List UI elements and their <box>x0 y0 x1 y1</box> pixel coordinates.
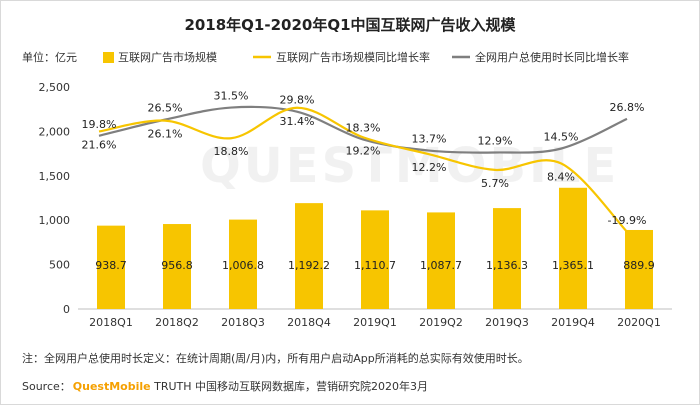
time-growth-label: 26.8% <box>610 101 645 114</box>
bar <box>427 212 455 309</box>
x-tick-label: 2018Q1 <box>89 316 133 329</box>
x-tick-label: 2019Q2 <box>419 316 463 329</box>
time-growth-label: 29.8% <box>280 94 315 107</box>
bar-value-label: 889.9 <box>623 259 655 272</box>
chart-title: 2018年Q1-2020年Q1中国互联网广告收入规模 <box>184 16 516 34</box>
time-growth-label: 14.5% <box>544 131 579 144</box>
bar <box>295 203 323 309</box>
y-axis: 0 500 1,000 1,500 2,000 2,500 <box>39 81 71 316</box>
unit-label: 单位：亿元 <box>22 50 77 64</box>
time-growth-label: 12.9% <box>478 134 513 147</box>
bar-value-label: 1,192.2 <box>288 259 330 272</box>
source-line: Source： QuestMobile TRUTH 中国移动互联网数据库，营销研究… <box>22 379 428 393</box>
source-brand: QuestMobile <box>73 380 151 393</box>
y-tick-label: 2,000 <box>39 125 71 138</box>
bar <box>163 224 191 309</box>
bar-value-label: 1,365.1 <box>552 259 594 272</box>
bar <box>97 225 125 309</box>
ad-growth-label: 18.8% <box>214 145 249 158</box>
bar <box>361 210 389 309</box>
x-tick-label: 2019Q1 <box>353 316 397 329</box>
watermark-text: QUESTMOBILE <box>200 138 619 194</box>
x-tick-label: 2020Q1 <box>617 316 661 329</box>
bar <box>559 187 587 309</box>
y-tick-label: 500 <box>49 259 70 272</box>
legend-label-ad-growth: 互联网广告市场规模同比增长率 <box>276 50 430 64</box>
bar <box>625 229 653 309</box>
bar-value-label: 1,087.7 <box>420 259 462 272</box>
bar-value-label: 938.7 <box>95 259 127 272</box>
ad-growth-label: -19.9% <box>608 214 647 227</box>
y-tick-label: 1,500 <box>39 170 71 183</box>
bar <box>229 219 257 309</box>
time-growth-label: 19.8% <box>82 118 117 131</box>
legend-label-bar: 互联网广告市场规模 <box>118 50 217 64</box>
x-tick-label: 2018Q2 <box>155 316 199 329</box>
ad-growth-label: 5.7% <box>481 177 509 190</box>
legend: 互联网广告市场规模 互联网广告市场规模同比增长率 全网用户总使用时长同比增长率 <box>103 50 629 64</box>
ad-growth-label: 21.6% <box>82 138 117 151</box>
time-growth-label: 13.7% <box>412 133 447 146</box>
ad-growth-label: 12.2% <box>412 161 447 174</box>
source-rest: TRUTH 中国移动互联网数据库，营销研究院2020年3月 <box>151 379 428 393</box>
time-growth-label: 26.5% <box>148 102 183 115</box>
bar-value-label: 956.8 <box>161 259 193 272</box>
source-prefix: Source： <box>22 380 71 393</box>
x-tick-label: 2018Q3 <box>221 316 265 329</box>
ad-growth-label: 26.1% <box>148 128 183 141</box>
ad-growth-label: 19.2% <box>346 144 381 157</box>
time-growth-label: 18.3% <box>346 121 381 134</box>
bars <box>97 187 653 309</box>
footnote: 注：全网用户总使用时长定义：在统计周期(周/月)内，所有用户启动App所消耗的总… <box>22 351 529 365</box>
bar <box>493 208 521 309</box>
x-tick-label: 2019Q4 <box>551 316 595 329</box>
x-axis: 2018Q1 2018Q2 2018Q3 2018Q4 2019Q1 2019Q2 2019… <box>89 316 661 329</box>
line-ad-growth <box>98 106 628 233</box>
lines <box>98 105 628 233</box>
time-growth-label: 31.5% <box>214 90 249 103</box>
line-time-growth <box>98 105 628 154</box>
y-tick-label: 0 <box>63 303 70 316</box>
legend-label-time-growth: 全网用户总使用时长同比增长率 <box>475 50 629 64</box>
ad-growth-label: 8.4% <box>547 170 575 183</box>
legend-swatch-bar <box>103 52 114 63</box>
bar-value-label: 1,136.3 <box>486 259 528 272</box>
x-tick-label: 2019Q3 <box>485 316 529 329</box>
y-tick-label: 2,500 <box>39 81 71 94</box>
y-tick-label: 1,000 <box>39 214 71 227</box>
x-tick-label: 2018Q4 <box>287 316 331 329</box>
ad-growth-label: 31.4% <box>280 115 315 128</box>
bar-labels: 938.7 956.8 1,006.8 1,192.2 1,110.7 1,087.7 1,… <box>95 259 655 272</box>
line-labels: 19.8% 26.5% 31.5% 29.8% 18.3% 13.7% 12.9% 14.5%… <box>82 90 647 227</box>
bar-value-label: 1,006.8 <box>222 259 264 272</box>
bar-value-label: 1,110.7 <box>354 259 396 272</box>
